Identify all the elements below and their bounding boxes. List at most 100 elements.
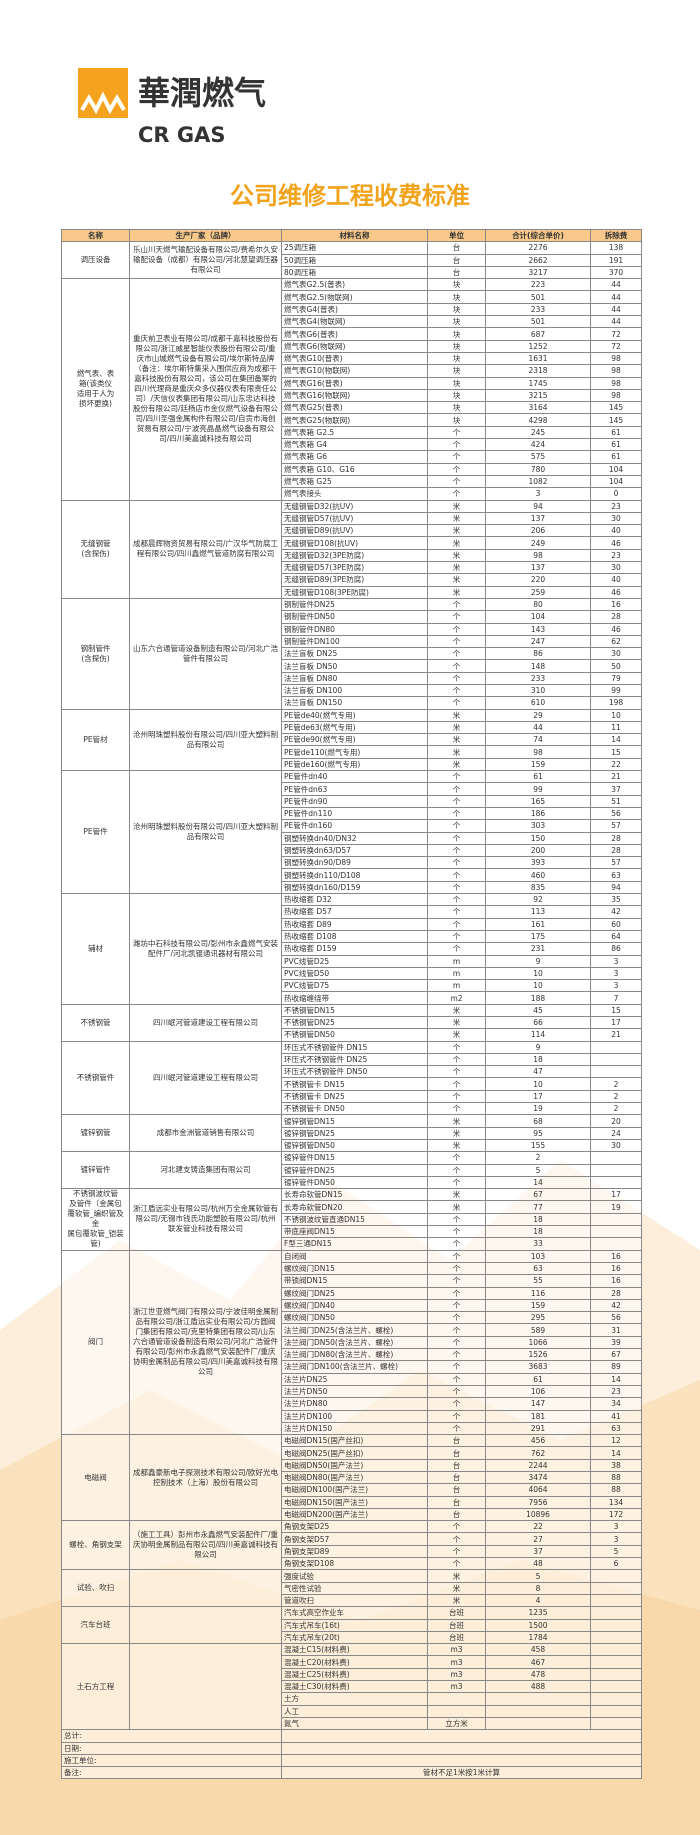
removal-fee: 40: [590, 573, 642, 587]
item-row: PE管材 沧州明珠塑料股份有限公司/四川亚大塑料制品有限公司 PE管de40(燃气专…: [61, 708, 642, 772]
total-price: 55: [485, 1274, 591, 1288]
removal-fee: 3: [590, 979, 642, 993]
unit: 个: [427, 1360, 486, 1374]
removal-fee: 2: [590, 1089, 642, 1104]
unit: 个: [427, 1102, 486, 1116]
item-row: 不锈钢波纹管 及管件（金属包 覆软管_编织管及金 属包覆软管_铠装管) 浙江盾远实业有限…: [61, 1188, 642, 1251]
total-price: 259: [485, 585, 591, 599]
item-row: 钢制管件 (含探伤) 山东六合通管道设备制造有限公司/河北广浩管件有限公司 钢制管件D…: [61, 597, 642, 710]
unit: 个: [427, 905, 486, 919]
group-name-line: 覆软管_编织管及金: [67, 1209, 124, 1229]
item-row: 不锈钢管卡 DN25 个 17 2: [62, 1089, 642, 1104]
total-price: 63: [485, 1261, 591, 1276]
item-row: 燃气表G25(普表) 块 3164 145: [62, 401, 642, 415]
total-price: 8: [485, 1581, 591, 1595]
unit: 台: [427, 1434, 486, 1448]
removal-fee: 88: [590, 1470, 642, 1485]
removal-fee: 61: [590, 425, 642, 440]
item-row: 螺纹阀门DN15 个 63 16: [62, 1261, 642, 1276]
removal-fee: 104: [590, 474, 642, 489]
column-header: 单位: [427, 228, 486, 243]
footer-value: [281, 1753, 642, 1768]
material: 钢塑转换dn63/D57: [281, 843, 428, 858]
material: 不锈钢管卡 DN25: [281, 1089, 428, 1104]
group-name: PE管材: [61, 708, 130, 772]
item-row: PE管件dn90 个 165 51: [62, 794, 642, 808]
removal-fee: 30: [590, 1138, 642, 1153]
unit: 个: [427, 1335, 486, 1350]
removal-fee: 94: [590, 880, 642, 895]
unit: 个: [427, 1544, 486, 1559]
total-price: 2318: [485, 364, 591, 378]
total-price: 2: [485, 1151, 591, 1165]
removal-fee: 15: [590, 745, 642, 759]
material: PE管de160(燃气专用): [281, 757, 428, 772]
removal-fee: [590, 1692, 642, 1706]
unit: 米: [427, 1138, 486, 1153]
unit: 个: [427, 831, 486, 845]
unit: 个: [427, 1274, 486, 1288]
material: 无缝钢管D57(抗UV): [281, 511, 428, 526]
total-price: 18: [485, 1212, 591, 1227]
footer-label: 备注:: [61, 1766, 282, 1780]
unit: 块: [427, 315, 486, 329]
total-price: 18: [485, 1225, 591, 1239]
material: 燃气表箱 G10、G16: [281, 462, 428, 476]
total-price: 47: [485, 1065, 591, 1079]
footer-value: 管材不足1米按1米计算: [281, 1766, 642, 1780]
removal-fee: 44: [590, 278, 642, 292]
logo-chinese: 華潤燃气: [138, 74, 266, 112]
unit: 个: [427, 659, 486, 673]
removal-fee: 88: [590, 1483, 642, 1497]
unit: 米: [427, 524, 486, 538]
footer-label: 施工单位:: [61, 1753, 282, 1768]
manufacturer: 沧州明珠塑料股份有限公司/四川亚大塑料制品有限公司: [129, 770, 282, 895]
material: 镀锌钢管DN50: [281, 1138, 428, 1153]
removal-fee: 17: [590, 1015, 642, 1030]
unit: 米: [427, 1015, 486, 1030]
item-row: 镀锌钢管 成都市金洲管道销售有限公司 镀锌钢管DN15 米 68 20: [61, 1114, 642, 1153]
unit: 块: [427, 351, 486, 366]
total-price: 116: [485, 1286, 591, 1300]
group-name-line: 电磁阀: [84, 1472, 107, 1482]
removal-fee: 28: [590, 831, 642, 845]
material: 热收缩套 D159: [281, 942, 428, 956]
material: 热收缩套 D89: [281, 917, 428, 931]
material: 法兰盲板 DN150: [281, 696, 428, 710]
unit: 个: [427, 1225, 486, 1239]
removal-fee: [590, 1569, 642, 1583]
total-price: 835: [485, 880, 591, 895]
unit: m: [427, 979, 486, 993]
removal-fee: 98: [590, 376, 642, 390]
total-price: 1252: [485, 339, 591, 353]
removal-fee: 14: [590, 1372, 642, 1386]
unit: 个: [427, 671, 486, 685]
material: 镀锌管件DN15: [281, 1151, 428, 1165]
material: 汽车式高空作业车: [281, 1606, 428, 1620]
removal-fee: 104: [590, 462, 642, 476]
unit: 块: [427, 302, 486, 317]
material: 螺纹阀门DN25: [281, 1286, 428, 1300]
material: 无缝钢管D32(抗UV): [281, 499, 428, 513]
item-row: 无缝钢管D32(3PE防腐) 米 98 23: [62, 548, 642, 563]
manufacturer: 浙江世亚燃气阀门有限公司/宁波佳明金属制品有限公司/浙江盾远实业有限公司/方圆阀…: [129, 1249, 282, 1436]
total-price: 10: [485, 966, 591, 981]
item-row: 无缝钢管D57(抗UV) 米 137 30: [62, 511, 642, 526]
total-price: 467: [485, 1655, 591, 1669]
group-name-line: 无缝钢管: [80, 539, 111, 549]
unit: 块: [427, 401, 486, 415]
group-name-line: 燃气表、表: [76, 369, 115, 379]
manufacturer: 浙江盾远实业有限公司/杭州万全金属软管有限公司/无锡市钱氏功能塑胶有限公司/杭州…: [129, 1188, 282, 1251]
unit: 个: [427, 1065, 486, 1079]
unit: 米: [427, 536, 486, 550]
item-row: 人工: [62, 1704, 642, 1718]
material: 燃气表G2.5(物联网): [281, 290, 428, 304]
item-row: 燃气表G6(普表) 块 687 72: [62, 327, 642, 341]
unit: 个: [427, 856, 486, 870]
unit: 个: [427, 450, 486, 464]
total-price: 29: [485, 708, 591, 722]
total-price: 5: [485, 1163, 591, 1177]
removal-fee: [590, 1212, 642, 1227]
material: 法兰阀门DN50(含法兰片、螺栓): [281, 1335, 428, 1350]
